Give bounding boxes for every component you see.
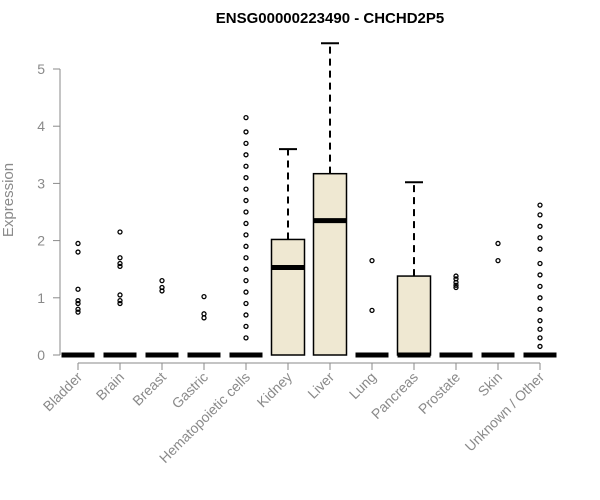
outlier-point xyxy=(75,309,81,315)
box-12 xyxy=(523,202,557,358)
outlier-point xyxy=(243,220,249,227)
outlier-point xyxy=(117,229,123,235)
outlier-point xyxy=(495,240,501,247)
outlier-point xyxy=(243,209,249,215)
outlier-point xyxy=(117,260,123,267)
outlier-point xyxy=(201,294,207,300)
box-1 xyxy=(61,240,95,358)
y-tick-label: 5 xyxy=(37,61,45,77)
box-11 xyxy=(481,240,515,358)
x-tick-label: Liver xyxy=(304,369,337,402)
x-tick-label: Bladder xyxy=(40,369,86,415)
outlier-point xyxy=(537,283,543,290)
outlier-point xyxy=(243,243,249,249)
outlier-point xyxy=(159,284,165,291)
y-tick-label: 4 xyxy=(37,118,45,134)
box-5 xyxy=(229,114,263,358)
outlier-point xyxy=(537,335,543,341)
y-axis-label: Expression xyxy=(0,163,17,237)
box-9 xyxy=(396,181,432,358)
outlier-point xyxy=(243,175,249,181)
y-tick-label: 3 xyxy=(37,175,45,191)
outlier-point xyxy=(75,286,81,292)
x-tick-label: Skin xyxy=(475,369,506,400)
outlier-point xyxy=(537,235,543,241)
box-7 xyxy=(312,42,348,356)
y-tick-label: 0 xyxy=(37,347,45,363)
outlier-point xyxy=(243,197,249,204)
outlier-point xyxy=(537,306,543,312)
y-axis: 0 1 2 3 4 5 xyxy=(37,61,61,363)
outlier-point xyxy=(117,255,123,261)
outlier-point xyxy=(243,255,249,261)
chart-title: ENSG00000223490 - CHCHD2P5 xyxy=(216,10,444,27)
y-tick-label: 1 xyxy=(37,290,45,306)
outlier-point xyxy=(243,289,249,295)
box-iqr xyxy=(396,275,432,356)
outlier-point xyxy=(159,277,165,284)
x-tick-label: Brain xyxy=(93,369,127,403)
outlier-point xyxy=(243,114,249,121)
outlier-point xyxy=(243,152,249,158)
outlier-point xyxy=(495,257,501,264)
outlier-point xyxy=(453,284,459,291)
outlier-point xyxy=(243,300,249,307)
outlier-point xyxy=(537,343,543,350)
outlier-point xyxy=(117,263,123,269)
outlier-point xyxy=(243,163,249,169)
outlier-point xyxy=(537,295,543,301)
outlier-point xyxy=(243,129,249,135)
box-4 xyxy=(187,294,221,358)
box-3 xyxy=(145,277,179,358)
outlier-point xyxy=(75,240,81,247)
outlier-point xyxy=(537,260,543,267)
outlier-point xyxy=(243,186,249,192)
outlier-point xyxy=(243,277,249,284)
outlier-point xyxy=(453,282,459,288)
box-6 xyxy=(270,148,306,356)
outlier-point xyxy=(537,272,543,278)
box-iqr xyxy=(312,172,348,356)
outlier-point xyxy=(75,300,81,307)
y-tick-label: 2 xyxy=(37,233,45,249)
outlier-point xyxy=(537,318,543,324)
outlier-point xyxy=(117,292,123,298)
outlier-point xyxy=(537,246,543,252)
x-tick-label: Prostate xyxy=(415,369,463,417)
outlier-point xyxy=(537,202,543,208)
outlier-point xyxy=(453,273,459,279)
x-tick-label: Lung xyxy=(346,369,379,402)
outlier-point xyxy=(75,306,81,312)
outlier-point xyxy=(243,232,249,238)
outlier-point xyxy=(75,249,81,255)
outlier-point xyxy=(369,257,375,264)
outlier-point xyxy=(537,223,543,229)
box-10 xyxy=(439,273,473,358)
outlier-point xyxy=(243,335,249,341)
outlier-point xyxy=(243,312,249,318)
outlier-point xyxy=(453,276,459,282)
outlier-point xyxy=(117,298,123,304)
x-tick-label: Kidney xyxy=(254,369,296,411)
x-tick-label: Breast xyxy=(129,369,169,409)
boxes-layer xyxy=(61,42,557,358)
x-tick-label: Pancreas xyxy=(368,369,421,422)
outlier-point xyxy=(243,140,249,147)
outlier-point xyxy=(201,311,207,317)
outlier-point xyxy=(537,212,543,218)
outlier-point xyxy=(243,323,249,330)
outlier-point xyxy=(75,298,81,304)
outlier-point xyxy=(369,307,375,314)
x-tick-label: Unknown / Other xyxy=(462,369,548,455)
outlier-point xyxy=(117,300,123,307)
box-8 xyxy=(355,257,389,358)
outlier-point xyxy=(243,266,249,272)
box-2 xyxy=(103,229,137,358)
box-iqr xyxy=(270,238,306,356)
outlier-point xyxy=(537,326,543,332)
